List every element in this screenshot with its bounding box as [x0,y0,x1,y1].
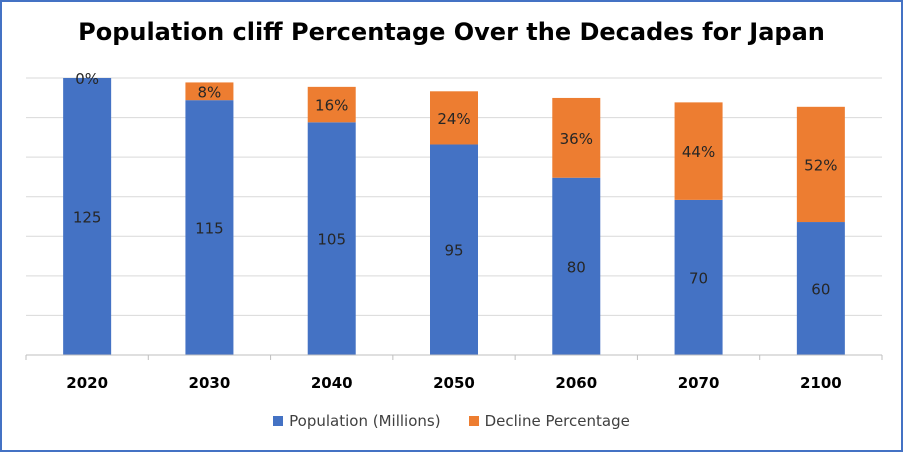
chart-title: Population cliff Percentage Over the Dec… [78,18,825,46]
x-tick-label-2040: 2040 [311,374,353,392]
data-label-decline-2060: 36% [560,130,593,148]
x-tick-label-2050: 2050 [433,374,475,392]
legend-item-decline: Decline Percentage [468,412,630,430]
x-tick-label-2100: 2100 [800,374,842,392]
bar-decline-2070 [674,102,723,200]
data-label-decline-2030: 8% [198,83,222,101]
legend-swatch-population [273,416,284,426]
x-tick-label-2070: 2070 [678,374,720,392]
legend: Population (Millions) Decline Percentage [2,412,901,430]
bar-decline-2100 [796,106,845,223]
bar-decline-2030 [185,82,234,101]
bar-decline-2040 [307,86,356,123]
data-label-population-2020: 125 [73,209,102,227]
legend-label-decline: Decline Percentage [484,412,630,430]
bar-decline-2060 [552,97,601,178]
bar-population-2040 [307,122,356,355]
data-label-decline-2100: 52% [804,156,837,174]
data-label-decline-2050: 24% [437,110,470,128]
bar-population-2050 [430,144,478,355]
bar-population-2060 [552,177,601,355]
bar-population-2030 [185,100,234,355]
data-labels: 125 0% 115 8% 105 16% 95 24% 80 36% 70 44% 60 52% [73,70,838,299]
legend-item-population: Population (Millions) [273,412,441,430]
bars [63,78,845,355]
data-label-population-2040: 105 [317,231,346,249]
data-label-population-2060: 80 [567,258,586,276]
x-axis: 2020 2030 2040 2050 2060 2070 2100 [25,354,883,392]
data-label-decline-2070: 44% [682,143,715,161]
bar-decline-2050 [430,91,478,145]
data-label-decline-2020: 0% [75,70,99,88]
x-tick-label-2060: 2060 [555,374,597,392]
data-label-population-2030: 115 [195,220,224,238]
bar-population-2020 [63,78,112,355]
legend-label-population: Population (Millions) [289,412,441,430]
x-tick-label-2030: 2030 [189,374,231,392]
data-label-population-2070: 70 [689,269,708,287]
x-tick-label-2020: 2020 [66,374,108,392]
data-label-population-2050: 95 [444,242,463,260]
legend-swatch-decline [468,416,479,426]
data-label-decline-2040: 16% [315,97,348,115]
bar-population-2070 [674,199,723,355]
bar-population-2100 [796,222,845,355]
data-label-population-2100: 60 [811,281,830,299]
